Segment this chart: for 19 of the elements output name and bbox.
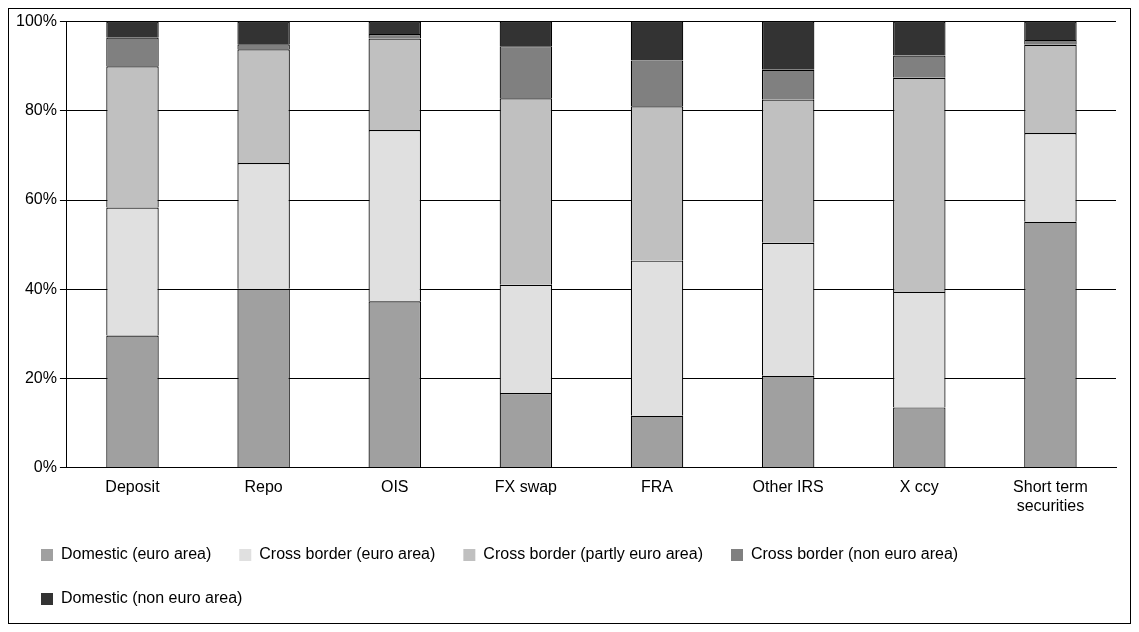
legend-label: Cross border (partly euro area) — [483, 545, 703, 563]
y-tick-label: 60% — [24, 190, 57, 208]
legend-label: Cross border (euro area) — [259, 545, 436, 563]
x-tick-label: Deposit — [105, 477, 161, 495]
y-tick-label: 100% — [16, 12, 57, 30]
legend-label: Domestic (euro area) — [61, 545, 212, 563]
y-tick-label: 20% — [24, 368, 57, 386]
x-tick-label: OIS — [380, 477, 409, 495]
x-tick-label: FX swap — [494, 477, 558, 495]
y-tick-label: 0% — [33, 458, 57, 476]
x-tick-label: X ccy — [899, 477, 939, 495]
legend-label: Domestic (non euro area) — [61, 589, 243, 607]
x-tick-label: Short term securities — [1013, 477, 1088, 514]
x-tick-label: Other IRS — [752, 477, 824, 495]
x-tick-label: FRA — [641, 477, 674, 495]
x-tick-label: Repo — [244, 477, 283, 495]
y-tick-label: 40% — [24, 279, 57, 297]
y-tick-label: 80% — [24, 101, 57, 119]
legend-label: Cross border (non euro area) — [750, 545, 959, 563]
